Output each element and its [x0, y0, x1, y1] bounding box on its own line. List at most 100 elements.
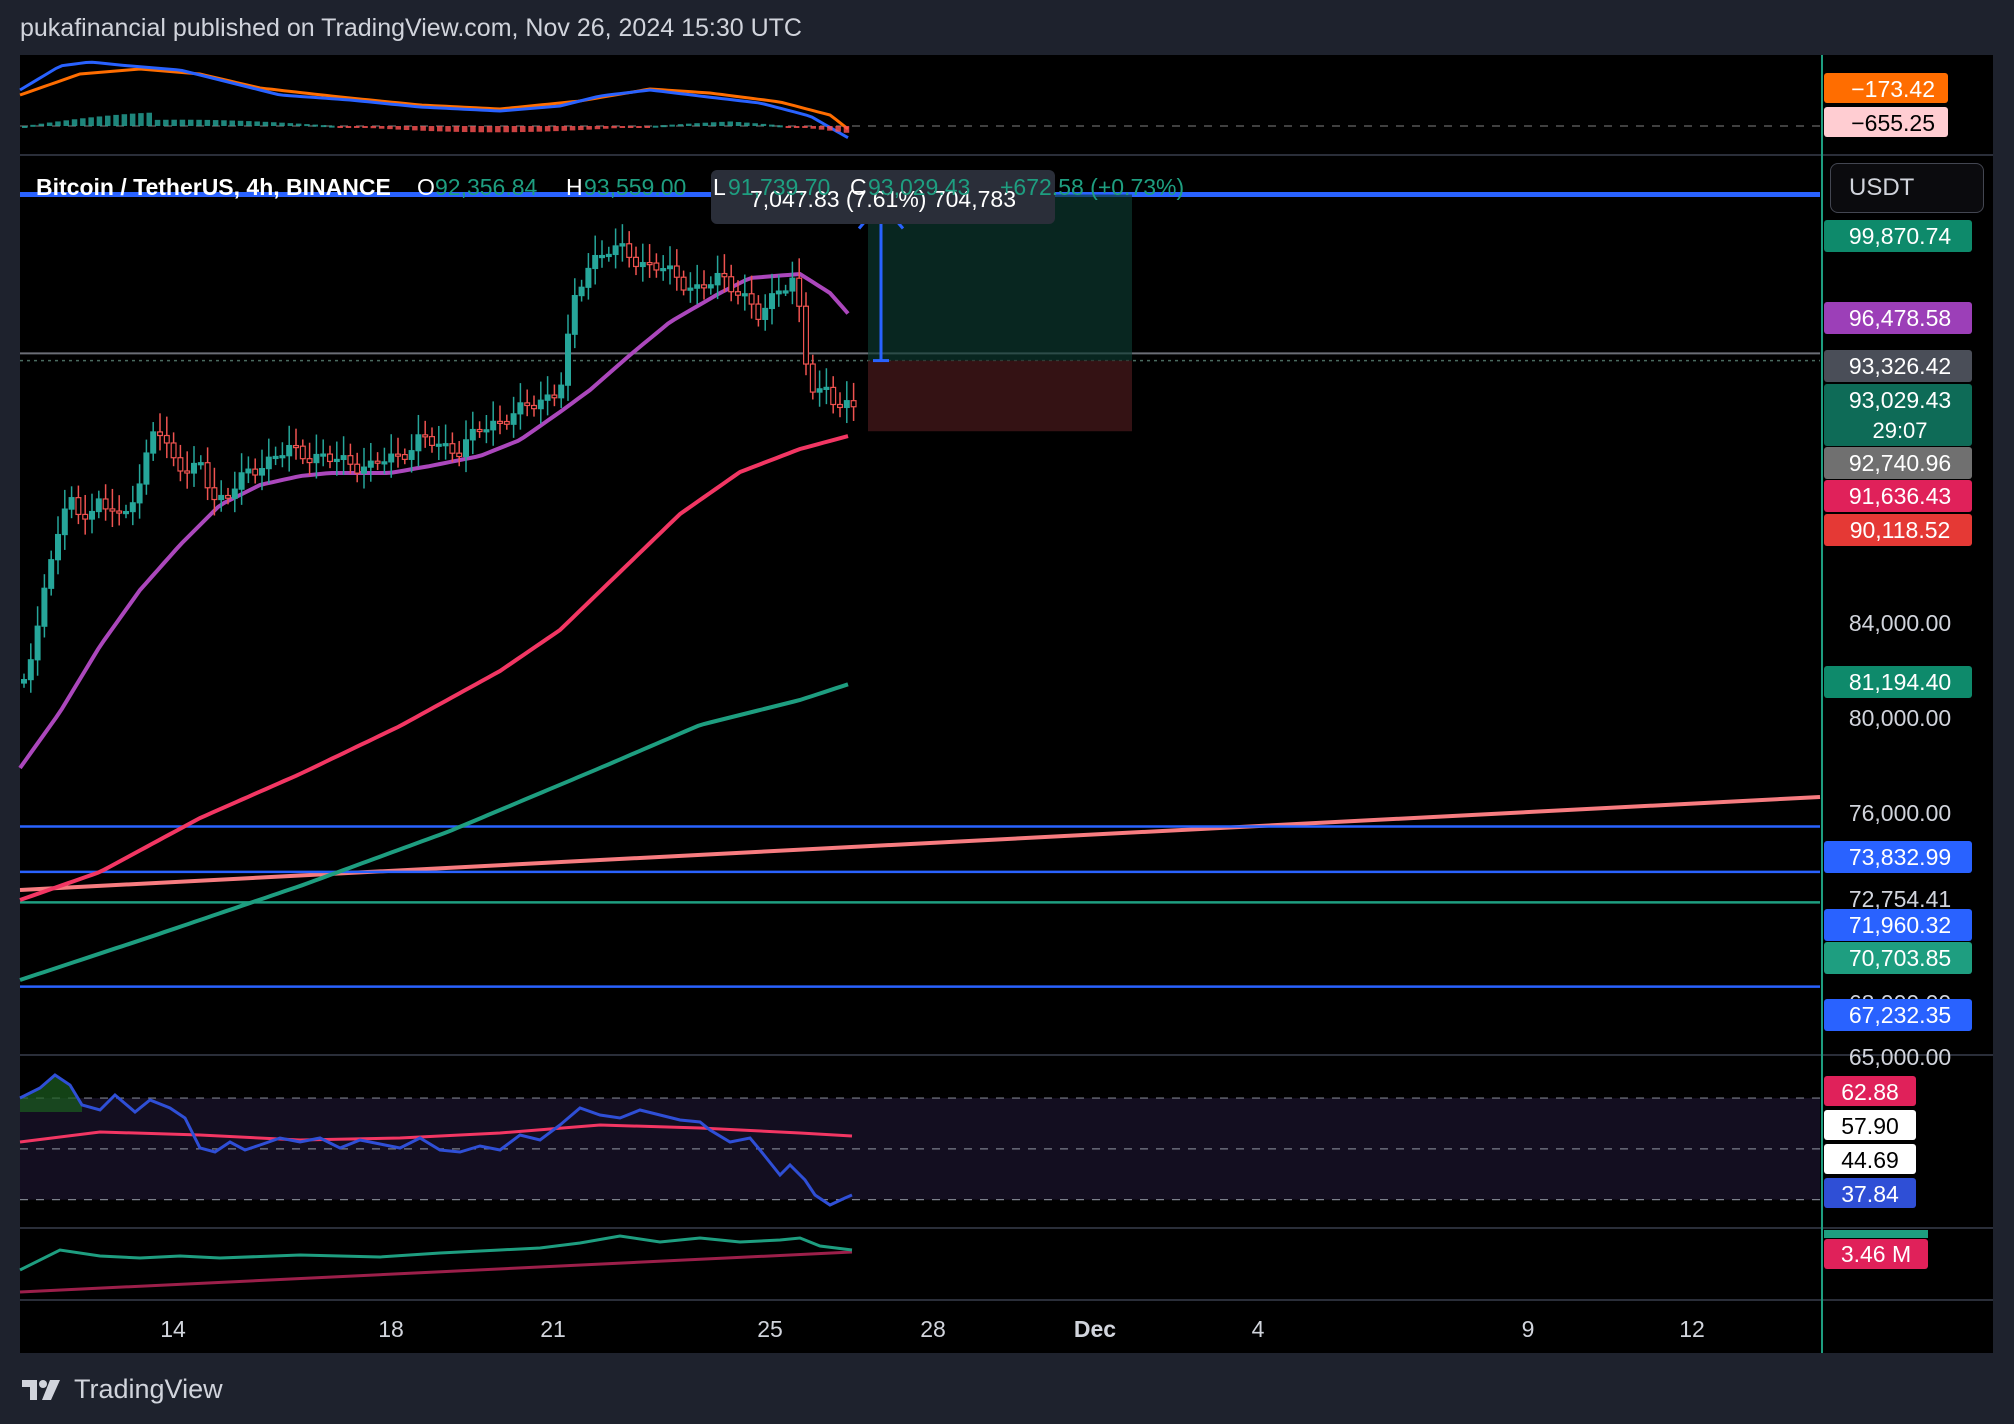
candle-body	[578, 286, 585, 297]
candle-body	[843, 400, 850, 409]
symbol-legend: Bitcoin / TetherUS, 4h, BINANCE O 92,356.8…	[36, 174, 1184, 200]
time-axis-label: 14	[160, 1316, 186, 1342]
price-tag-label: 93,326.42	[1849, 353, 1951, 379]
macd-histogram-bar	[503, 126, 509, 133]
price-tag	[1824, 666, 1972, 698]
price-tag	[1824, 841, 1972, 873]
candle-body	[571, 294, 578, 335]
candle-body	[646, 262, 653, 266]
candle-body	[381, 461, 388, 465]
macd-histogram-bar	[113, 114, 119, 126]
macd-histogram-bar	[428, 126, 435, 132]
ema-slow-line	[19, 682, 849, 982]
candle-body	[211, 487, 218, 501]
candle-body	[728, 276, 735, 293]
macd-histogram-bar	[835, 126, 841, 132]
time-axis-label: 12	[1679, 1316, 1705, 1342]
candle-body	[497, 420, 504, 424]
candle-body	[136, 483, 143, 504]
candle-body	[632, 256, 639, 268]
price-tag	[1824, 220, 1972, 252]
candle-body	[395, 453, 402, 457]
candle-body	[537, 399, 544, 410]
macd-histogram-bar	[420, 126, 426, 131]
price-tag-label: 71,960.32	[1849, 912, 1951, 938]
candle-body	[157, 431, 164, 437]
macd-value-tag	[1824, 107, 1948, 137]
branding-text: TradingView	[74, 1374, 223, 1404]
macd-histogram-bar	[354, 126, 360, 128]
candle-body	[347, 455, 354, 465]
macd-histogram-bar	[271, 122, 277, 126]
candle-body	[734, 291, 741, 296]
candle-body	[660, 268, 667, 272]
macd-histogram-bar	[843, 126, 850, 133]
candle-body	[327, 453, 334, 463]
macd-histogram-bar	[88, 117, 94, 126]
candle-body	[585, 267, 592, 288]
price-tag	[1824, 350, 1972, 382]
candle-body	[170, 442, 177, 459]
macd-histogram-bar	[370, 126, 377, 129]
volume-line	[19, 1234, 853, 1272]
symbol-legend-item: 93,029.43	[868, 174, 970, 200]
macd-histogram-bar	[304, 124, 310, 127]
macd-histogram-bar	[760, 123, 767, 126]
macd-histogram-bar	[262, 121, 269, 126]
macd-histogram-bar	[644, 126, 650, 128]
candle-body	[102, 498, 109, 510]
time-axis-label: Dec	[1074, 1316, 1116, 1342]
symbol-legend-item: 92,356.84	[435, 174, 538, 200]
volume-value-tag	[1824, 1239, 1928, 1269]
candle-body	[231, 488, 238, 499]
macd-histogram-bar	[686, 123, 692, 126]
currency-button[interactable]: USDT	[1830, 163, 1984, 213]
macd-histogram-bar	[777, 125, 783, 128]
candle-body	[564, 333, 571, 386]
price-tag-label: 96,478.58	[1849, 305, 1951, 331]
candle-body	[592, 254, 599, 270]
candle-body	[109, 508, 116, 512]
macd-histogram-bar	[569, 126, 576, 131]
candle-body	[320, 453, 327, 457]
price-tag-label: 99,870.74	[1849, 223, 1952, 249]
macd-line	[19, 60, 849, 140]
time-axis-label: 4	[1252, 1316, 1265, 1342]
ema-mid-line	[19, 434, 849, 902]
candle-body	[259, 468, 266, 476]
candle-body	[435, 443, 442, 447]
macd-histogram-bar	[619, 126, 626, 128]
macd-histogram-bar	[121, 114, 128, 126]
candle-body	[333, 458, 340, 463]
price-tag-label: 81,194.40	[1849, 669, 1951, 695]
macd-histogram-bar	[769, 124, 775, 127]
candle-body	[238, 472, 245, 490]
branding[interactable]: TradingView	[20, 1374, 223, 1405]
price-axis-label: 65,000.00	[1849, 1044, 1951, 1070]
candle-body	[680, 276, 687, 291]
macd-histogram-bar	[295, 123, 302, 126]
macd-histogram-bar	[229, 120, 235, 126]
macd-histogram-bar	[661, 125, 667, 128]
symbol-legend-item: C	[850, 174, 867, 200]
rsi-value-label: 37.84	[1841, 1181, 1899, 1207]
macd-histogram-bar	[337, 126, 343, 128]
candle-body	[700, 284, 707, 289]
candle-body	[367, 460, 374, 468]
macd-histogram-bar	[46, 122, 53, 126]
macd-histogram-bar	[345, 126, 352, 128]
macd-histogram-bar	[594, 126, 601, 130]
candle-body	[225, 494, 232, 499]
candle-body	[748, 293, 755, 305]
rsi-value-tag	[1824, 1110, 1916, 1140]
macd-histogram-bar	[329, 125, 335, 128]
macd-histogram-bar	[105, 115, 111, 126]
macd-histogram-bar	[30, 124, 36, 127]
candle-body	[34, 625, 41, 661]
candle-body	[612, 245, 619, 256]
price-tag	[1824, 999, 1972, 1031]
candle-body	[802, 305, 809, 365]
candle-body	[95, 498, 102, 513]
price-tag-label: 67,232.35	[1849, 1002, 1951, 1028]
